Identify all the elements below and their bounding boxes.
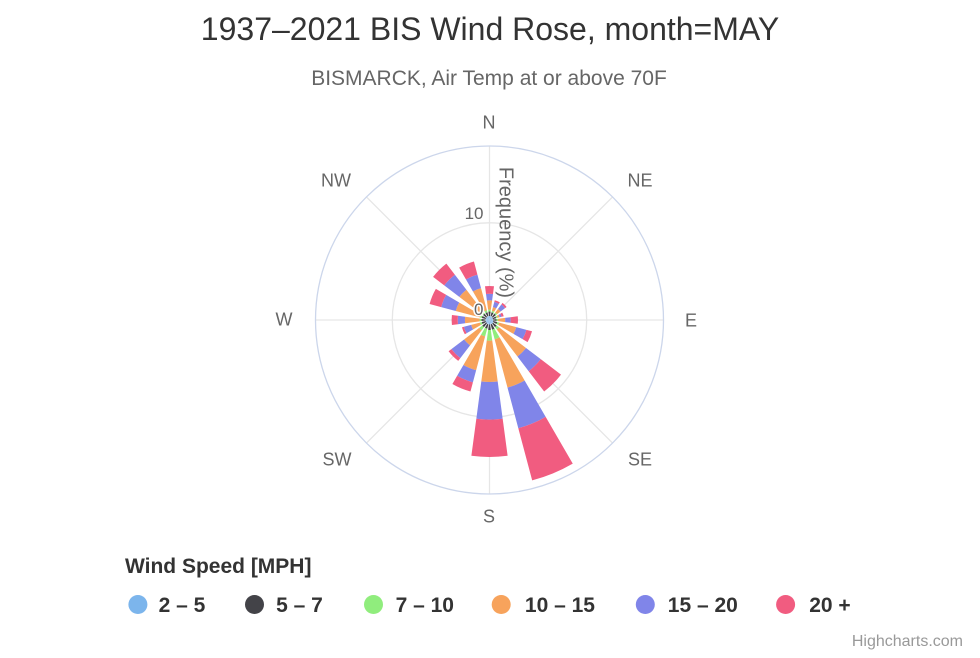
svg-text:SW: SW [323, 450, 352, 470]
svg-text:Frequency (%): Frequency (%) [495, 167, 517, 298]
svg-text:10: 10 [465, 204, 484, 223]
svg-text:SE: SE [628, 450, 652, 470]
svg-text:Wind Speed [MPH]: Wind Speed [MPH] [125, 555, 311, 578]
svg-text:20 +: 20 + [809, 594, 850, 617]
svg-text:1937–2021 BIS Wind Rose, month: 1937–2021 BIS Wind Rose, month=MAY [201, 11, 779, 47]
svg-text:0: 0 [474, 300, 483, 319]
svg-text:7 – 10: 7 – 10 [396, 594, 454, 617]
svg-text:E: E [685, 311, 697, 331]
svg-text:S: S [483, 507, 495, 527]
svg-text:NE: NE [627, 171, 652, 191]
svg-text:10 – 15: 10 – 15 [525, 594, 595, 617]
svg-text:NW: NW [321, 171, 351, 191]
svg-text:Highcharts.com: Highcharts.com [852, 633, 963, 650]
svg-text:N: N [483, 113, 496, 133]
svg-text:2 – 5: 2 – 5 [159, 594, 206, 617]
svg-text:BISMARCK, Air Temp at or above: BISMARCK, Air Temp at or above 70F [311, 67, 667, 90]
svg-text:W: W [276, 310, 293, 330]
svg-text:15 – 20: 15 – 20 [668, 594, 738, 617]
svg-text:5 – 7: 5 – 7 [276, 594, 323, 617]
